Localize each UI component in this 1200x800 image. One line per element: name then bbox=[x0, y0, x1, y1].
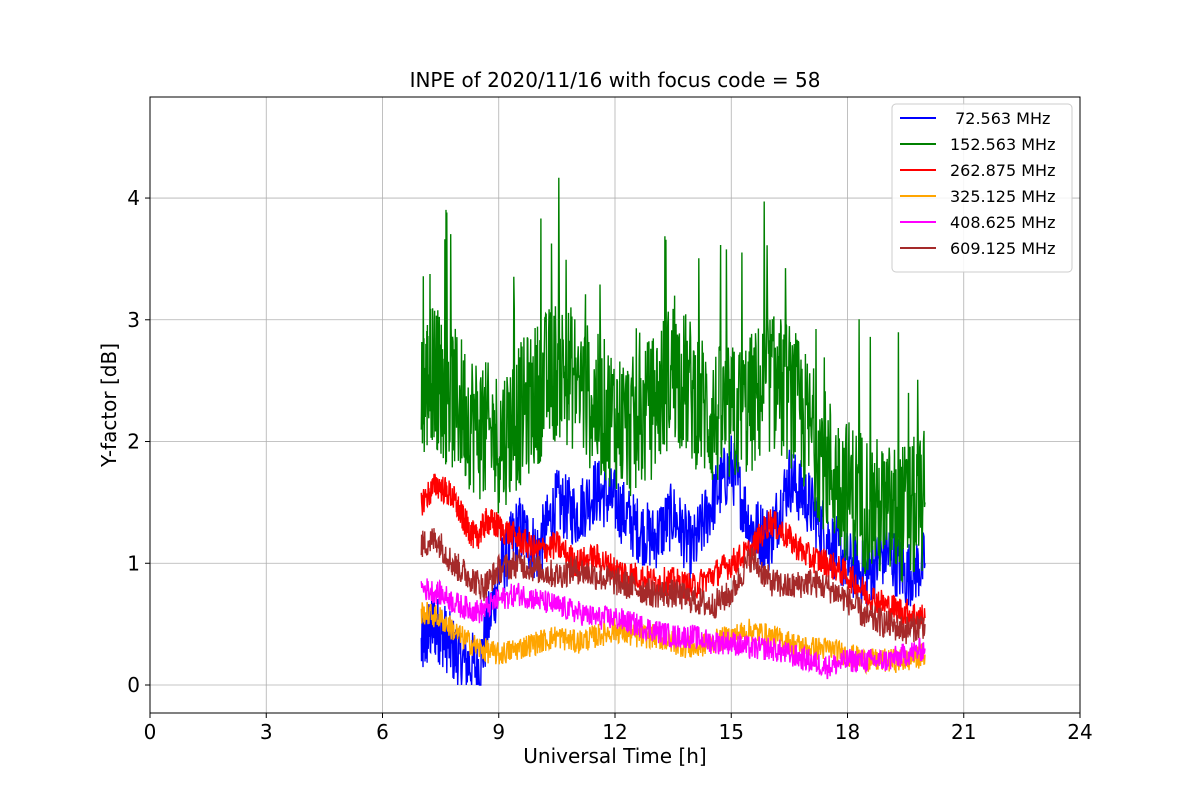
x-tick-label: 3 bbox=[260, 720, 273, 744]
legend-label: 72.563 MHz bbox=[950, 109, 1050, 128]
x-tick-label: 6 bbox=[376, 720, 389, 744]
x-tick-label: 24 bbox=[1067, 720, 1092, 744]
legend-label: 609.125 MHz bbox=[950, 239, 1055, 258]
series-line-4 bbox=[420, 578, 926, 680]
series-line-1 bbox=[420, 177, 926, 583]
x-tick-label: 12 bbox=[602, 720, 627, 744]
x-tick-label: 9 bbox=[492, 720, 505, 744]
legend-label: 325.125 MHz bbox=[950, 187, 1055, 206]
y-axis-label: Y-factor [dB] bbox=[97, 343, 121, 468]
x-axis-label: Universal Time [h] bbox=[523, 744, 706, 768]
data-series-group bbox=[420, 177, 926, 686]
y-tick-label: 1 bbox=[127, 551, 140, 575]
y-tick-label: 4 bbox=[127, 186, 140, 210]
series-line-2 bbox=[420, 473, 926, 628]
legend-label: 408.625 MHz bbox=[950, 213, 1055, 232]
chart-title: INPE of 2020/11/16 with focus code = 58 bbox=[410, 68, 821, 92]
y-tick-label: 2 bbox=[127, 430, 140, 454]
x-tick-label: 21 bbox=[951, 720, 976, 744]
legend-box bbox=[891, 103, 1073, 273]
y-tick-label: 0 bbox=[127, 673, 140, 697]
x-tick-label: 15 bbox=[719, 720, 744, 744]
y-tick-label: 3 bbox=[127, 308, 140, 332]
legend-label: 152.563 MHz bbox=[950, 135, 1055, 154]
x-tick-label: 18 bbox=[835, 720, 860, 744]
legend: 72.563 MHz 152.563 MHz 262.875 MHz 325.125 … bbox=[891, 103, 1073, 273]
series-line-5 bbox=[420, 528, 926, 645]
x-tick-label: 0 bbox=[144, 720, 157, 744]
legend-label: 262.875 MHz bbox=[950, 161, 1055, 180]
